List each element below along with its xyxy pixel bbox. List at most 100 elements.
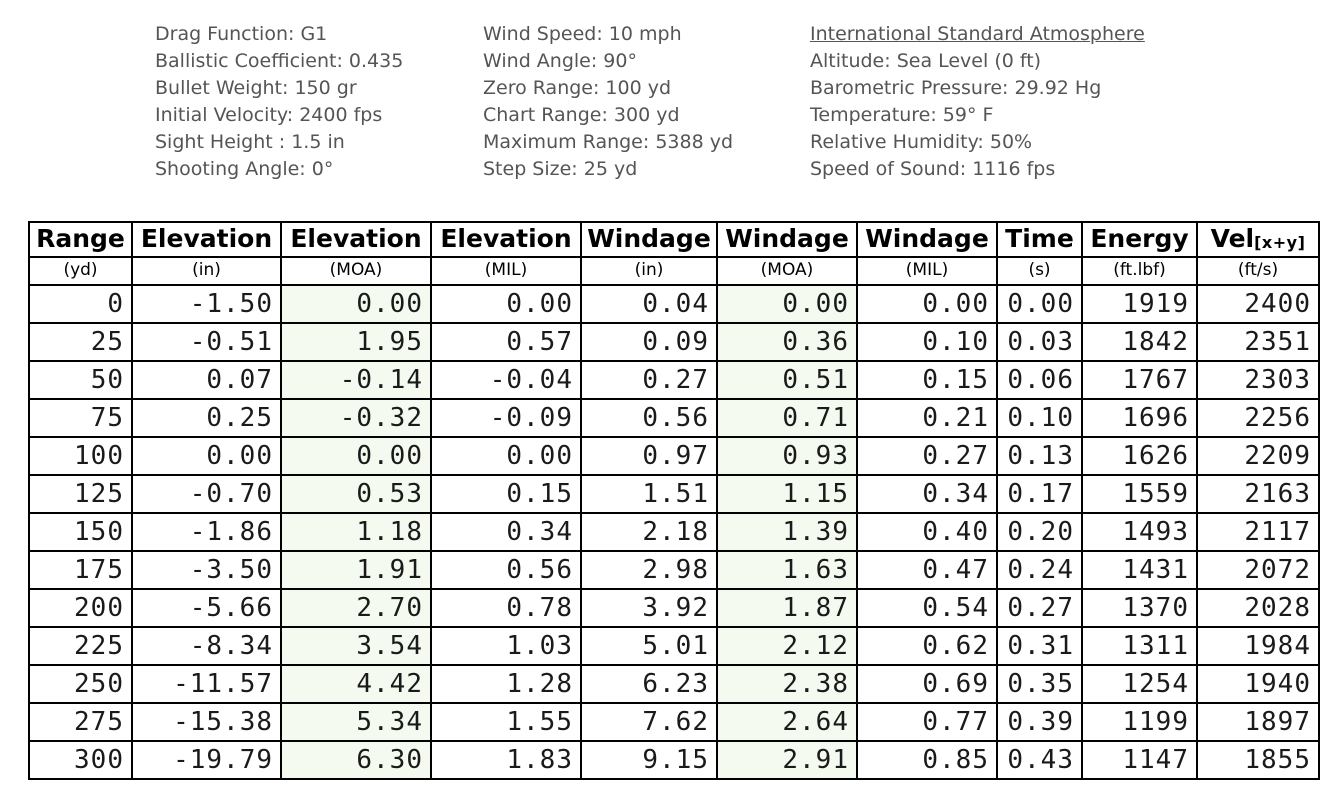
cell-time: 0.35 <box>996 664 1083 704</box>
column-unit-elevation-moa: (MOA) <box>280 256 432 286</box>
column-unit-windage-in: (in) <box>580 256 718 286</box>
cell-range: 200 <box>28 588 133 628</box>
column-unit-windage-moa: (MOA) <box>716 256 858 286</box>
cell-windage-in: 7.62 <box>580 702 718 742</box>
cell-range: 225 <box>28 626 133 666</box>
cell-range: 175 <box>28 550 133 590</box>
cell-time: 0.03 <box>996 322 1083 362</box>
cell-energy: 1370 <box>1081 588 1198 628</box>
table-header: Range Elevation Elevation Elevation Windage W… <box>28 221 1320 286</box>
cell-windage-mil: 0.00 <box>856 284 998 324</box>
cell-windage-moa: 2.12 <box>716 626 858 666</box>
cell-elevation-in: -8.34 <box>131 626 282 666</box>
table-row-6: 150 -1.86 1.18 0.34 2.18 1.39 0.40 0.20 1493 2117 <box>28 512 1320 552</box>
cell-elevation-mil: 0.15 <box>430 474 582 514</box>
cell-windage-in: 2.98 <box>580 550 718 590</box>
cell-elevation-moa: 1.91 <box>280 550 432 590</box>
cell-elevation-in: -19.79 <box>131 740 282 780</box>
cell-velocity: 2163 <box>1196 474 1320 514</box>
column-header-windage-moa: Windage <box>716 221 858 258</box>
cell-velocity: 2351 <box>1196 322 1320 362</box>
cell-windage-in: 1.51 <box>580 474 718 514</box>
cell-energy: 1842 <box>1081 322 1198 362</box>
cell-elevation-moa: 0.53 <box>280 474 432 514</box>
cell-range: 300 <box>28 740 133 780</box>
table-row-1: 25 -0.51 1.95 0.57 0.09 0.36 0.10 0.03 1842 2351 <box>28 322 1320 362</box>
cell-windage-moa: 0.00 <box>716 284 858 324</box>
ballistic-chart-page: Drag Function: G1 Ballistic Coefficient: … <box>0 21 1340 780</box>
cell-windage-mil: 0.54 <box>856 588 998 628</box>
cell-windage-in: 0.56 <box>580 398 718 438</box>
cell-windage-mil: 0.10 <box>856 322 998 362</box>
cell-windage-moa: 0.36 <box>716 322 858 362</box>
table-body: 0 -1.50 0.00 0.00 0.04 0.00 0.00 0.00 1919 2400 25… <box>28 284 1320 780</box>
cell-windage-moa: 1.15 <box>716 474 858 514</box>
cell-windage-moa: 0.71 <box>716 398 858 438</box>
info-line-atmosphere-2: Temperature: 59° F <box>810 104 994 126</box>
cell-elevation-mil: 0.00 <box>430 436 582 476</box>
cell-elevation-moa: 3.54 <box>280 626 432 666</box>
column-header-energy: Energy <box>1081 221 1198 258</box>
cell-velocity: 2028 <box>1196 588 1320 628</box>
cell-range: 25 <box>28 322 133 362</box>
cell-elevation-mil: 0.56 <box>430 550 582 590</box>
table-row-12: 300 -19.79 6.30 1.83 9.15 2.91 0.85 0.43 1147 185… <box>28 740 1320 780</box>
cell-windage-moa: 1.39 <box>716 512 858 552</box>
cell-windage-in: 0.09 <box>580 322 718 362</box>
column-header-range: Range <box>28 221 133 258</box>
cell-energy: 1767 <box>1081 360 1198 400</box>
cell-elevation-moa: 1.95 <box>280 322 432 362</box>
cell-energy: 1431 <box>1081 550 1198 590</box>
cell-energy: 1919 <box>1081 284 1198 324</box>
cell-elevation-in: -5.66 <box>131 588 282 628</box>
info-line-load-1: Ballistic Coefficient: 0.435 <box>155 50 404 72</box>
cell-time: 0.00 <box>996 284 1083 324</box>
column-unit-windage-mil: (MIL) <box>856 256 998 286</box>
column-unit-range: (yd) <box>28 256 133 286</box>
table-row-5: 125 -0.70 0.53 0.15 1.51 1.15 0.34 0.17 1559 2163 <box>28 474 1320 514</box>
cell-range: 100 <box>28 436 133 476</box>
cell-range: 75 <box>28 398 133 438</box>
cell-elevation-mil: 1.28 <box>430 664 582 704</box>
cell-time: 0.06 <box>996 360 1083 400</box>
cell-windage-mil: 0.21 <box>856 398 998 438</box>
column-unit-elevation-in: (in) <box>131 256 282 286</box>
cell-elevation-in: -1.86 <box>131 512 282 552</box>
cell-windage-in: 0.04 <box>580 284 718 324</box>
cell-windage-moa: 0.93 <box>716 436 858 476</box>
table-row-7: 175 -3.50 1.91 0.56 2.98 1.63 0.47 0.24 1431 2072 <box>28 550 1320 590</box>
info-line-load-0: Drag Function: G1 <box>155 23 328 45</box>
cell-elevation-moa: 4.42 <box>280 664 432 704</box>
cell-elevation-in: 0.00 <box>131 436 282 476</box>
column-header-elevation-in: Elevation <box>131 221 282 258</box>
cell-time: 0.24 <box>996 550 1083 590</box>
cell-velocity: 1984 <box>1196 626 1320 666</box>
cell-windage-in: 2.18 <box>580 512 718 552</box>
table-row-8: 200 -5.66 2.70 0.78 3.92 1.87 0.54 0.27 1370 2028 <box>28 588 1320 628</box>
info-line-atmosphere-0: Altitude: Sea Level (0 ft) <box>810 50 1042 72</box>
info-line-conditions-2: Zero Range: 100 yd <box>483 77 672 99</box>
info-line-atmosphere-4: Speed of Sound: 1116 fps <box>810 158 1056 180</box>
cell-elevation-mil: 1.03 <box>430 626 582 666</box>
table-row-3: 75 0.25 -0.32 -0.09 0.56 0.71 0.21 0.10 1696 2256 <box>28 398 1320 438</box>
cell-velocity: 2256 <box>1196 398 1320 438</box>
cell-elevation-mil: 1.55 <box>430 702 582 742</box>
header-row-units: (yd) (in) (MOA) (MIL) (in) (MOA) (MIL) (s) (ft.l… <box>28 256 1320 286</box>
cell-windage-mil: 0.69 <box>856 664 998 704</box>
cell-energy: 1626 <box>1081 436 1198 476</box>
cell-elevation-mil: 1.83 <box>430 740 582 780</box>
column-header-time: Time <box>996 221 1083 258</box>
cell-elevation-mil: 0.57 <box>430 322 582 362</box>
cell-windage-moa: 1.63 <box>716 550 858 590</box>
column-header-velocity: Vel[x+y] <box>1196 221 1320 258</box>
cell-elevation-moa: 0.00 <box>280 436 432 476</box>
cell-time: 0.43 <box>996 740 1083 780</box>
cell-energy: 1311 <box>1081 626 1198 666</box>
cell-elevation-mil: 0.00 <box>430 284 582 324</box>
cell-range: 0 <box>28 284 133 324</box>
cell-elevation-moa: 1.18 <box>280 512 432 552</box>
header-row-titles: Range Elevation Elevation Elevation Windage W… <box>28 221 1320 258</box>
cell-velocity: 1855 <box>1196 740 1320 780</box>
cell-range: 125 <box>28 474 133 514</box>
info-line-conditions-3: Chart Range: 300 yd <box>483 104 680 126</box>
